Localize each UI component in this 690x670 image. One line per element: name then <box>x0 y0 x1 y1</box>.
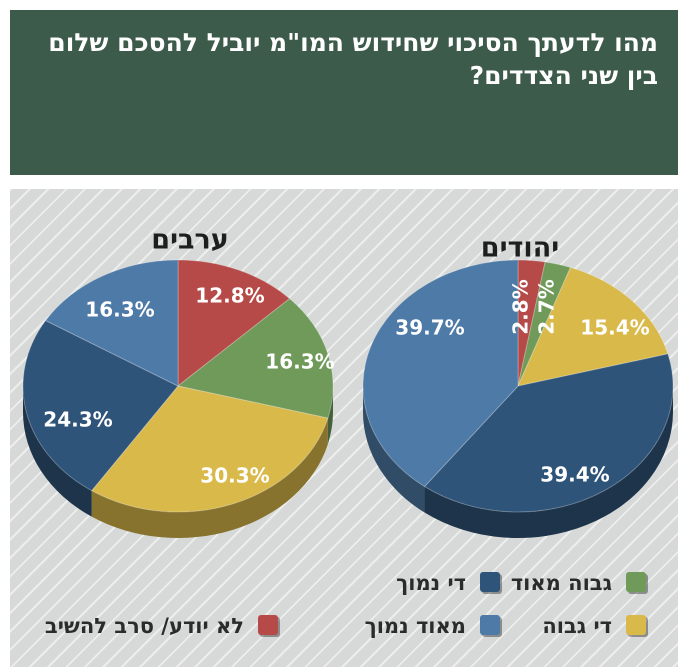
jews-label-dont-know: 2.8% <box>509 279 533 334</box>
jews-side-fairly-low <box>424 386 673 538</box>
arabs-slice-very-high <box>176 297 334 419</box>
legend-label-fairly-high: די גבוה <box>542 614 612 638</box>
jews-slice-very-low <box>362 259 519 488</box>
arabs-label-very-low: 16.3% <box>85 298 154 322</box>
legend-item-very-high: גבוה מאוד <box>426 570 646 596</box>
jews-slice-fairly-low <box>423 353 674 513</box>
header-banner: מהו לדעתך הסיכוי שחידוש המו"מ יוביל להסכ… <box>10 10 678 175</box>
arabs-side-fairly-low <box>23 386 92 517</box>
arabs-title: ערבים <box>151 225 228 256</box>
pie-charts: 2.8% 2.7% 15.4% 39.4% 39.7% יהודים 12.8% 16.3% 3… <box>22 225 674 538</box>
jews-side-very-low <box>363 386 425 513</box>
arabs-pie: 12.8% 16.3% 30.3% 24.3% 16.3% ערבים <box>22 225 335 538</box>
arabs-label-dont-know: 12.8% <box>195 284 264 308</box>
legend-label-dont-know: לא יודע/ סרב להשיב <box>44 614 244 638</box>
jews-slice-very-high <box>517 261 572 387</box>
legend-label-fairly-low: די נמוך <box>396 571 466 595</box>
legend-swatch-very-high <box>626 572 646 592</box>
legend-label-very-high: גבוה מאוד <box>510 571 612 595</box>
legend-swatch-fairly-high <box>626 615 646 635</box>
jews-label-fairly-high: 15.4% <box>580 316 649 340</box>
arabs-slice-dont-know <box>177 259 291 388</box>
legend-swatch-very-low <box>480 615 500 635</box>
arabs-slice-fairly-high <box>90 385 329 513</box>
chart-panel: 2.8% 2.7% 15.4% 39.4% 39.7% יהודים 12.8% 16.3% 3… <box>10 189 678 667</box>
jews-label-very-high: 2.7% <box>535 279 559 334</box>
jews-label-fairly-low: 39.4% <box>540 463 609 487</box>
arabs-slice-very-low <box>44 259 179 387</box>
arabs-label-fairly-high: 30.3% <box>200 464 269 488</box>
arabs-side-very-high <box>327 386 333 445</box>
question-title: מהו לדעתך הסיכוי שחידוש המו"מ יוביל להסכ… <box>48 28 658 90</box>
legend-item-fairly-low: די נמוך <box>280 570 500 596</box>
jews-pie: 2.8% 2.7% 15.4% 39.4% 39.7% יהודים <box>362 233 674 538</box>
jews-slice-dont-know <box>517 259 546 387</box>
legend-label-very-low: מאוד נמוך <box>364 614 466 638</box>
jews-slice-fairly-high <box>517 266 669 387</box>
jews-title: יהודים <box>481 233 559 264</box>
arabs-label-very-high: 16.3% <box>265 350 334 374</box>
legend-item-very-low: מאוד נמוך <box>280 613 500 639</box>
arabs-slice-fairly-low <box>22 319 179 492</box>
jews-label-very-low: 39.7% <box>395 316 464 340</box>
arabs-side-fairly-high <box>91 418 328 538</box>
legend-item-fairly-high: די גבוה <box>426 613 646 639</box>
arabs-label-fairly-low: 24.3% <box>43 408 112 432</box>
legend-swatch-fairly-low <box>480 572 500 592</box>
legend-item-dont-know: לא יודע/ סרב להשיב <box>18 613 278 639</box>
legend-swatch-dont-know <box>258 615 278 635</box>
